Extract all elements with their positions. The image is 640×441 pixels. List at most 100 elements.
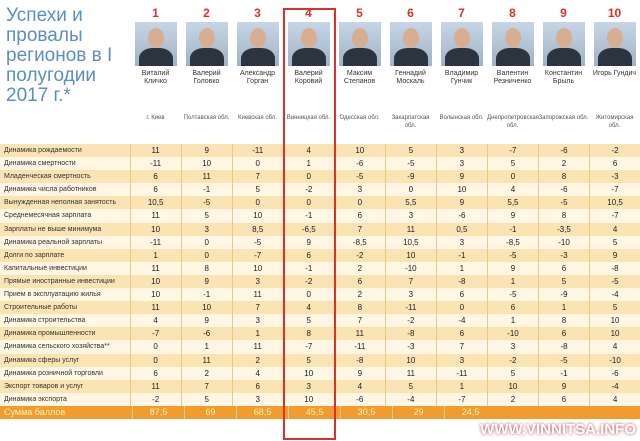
rank: 2 [203, 6, 210, 20]
cell: 10 [180, 301, 232, 315]
cell: -5 [384, 157, 436, 171]
photo [134, 22, 177, 66]
cell: 11 [384, 222, 436, 236]
cell: 5 [486, 366, 538, 380]
cell: 87,5 [132, 405, 184, 419]
cell: 11 [231, 340, 283, 354]
row-label: Прямые иностранные инвестиции [4, 277, 115, 285]
cell: 5 [537, 274, 589, 289]
cell: 10 [231, 261, 283, 275]
cell: 11 [180, 353, 232, 367]
cell: -6 [537, 144, 589, 158]
person-name: Валерий Коровий [294, 70, 323, 85]
row-label: Сумма баллов [4, 406, 66, 417]
cell: 3 [384, 288, 436, 302]
cell: 9 [333, 366, 385, 380]
region: Житомирская обл. [595, 115, 634, 129]
cell: 0 [180, 248, 232, 262]
row: Строительные работы 11 10 7 4 8 -11 0 6 1 5 [0, 301, 640, 315]
head: 7 Владимир Гунчик Волынская обл. [436, 6, 487, 144]
cell: -7 [486, 144, 538, 158]
cell: 9 [180, 144, 232, 158]
row: Динамика промышленности -7 -6 1 8 11 -8 6 -10 6 10 [0, 327, 640, 341]
cell: 4 [589, 392, 640, 406]
row: Динамика реальной зарплаты -11 0 -5 9 -8,5 10,… [0, 235, 640, 249]
cell: -8,5 [486, 235, 538, 249]
row-label: Долги по зарплате [4, 251, 65, 259]
head: 8 Валентин Резниченко Днепропетровская обл… [487, 6, 539, 144]
row-label: Динамика розничной торговли [4, 369, 103, 377]
row-label: Капитальные инвестиции [4, 264, 87, 272]
region: Полтавская обл. [183, 115, 230, 121]
photo [491, 22, 534, 66]
heads: 1 Виталий Кличко г. Киев 2 Валерий Головко По… [130, 6, 640, 144]
cell: 7 [231, 170, 283, 184]
head: 9 Константин Брыль Запорожская обл. [538, 6, 589, 144]
cell: -11 [384, 301, 436, 315]
cell: 1 [435, 261, 487, 275]
cell: -8 [435, 274, 487, 289]
cell: -3 [537, 248, 589, 262]
person-name: Владимир Гунчик [444, 70, 479, 85]
cell: -9 [537, 288, 589, 302]
person-name: Максим Степанов [343, 70, 376, 85]
cell: 9 [537, 379, 589, 393]
cell: 5 [384, 144, 436, 158]
row: Динамика строительства 4 9 3 5 7 -2 -4 1 8 10 [0, 314, 640, 328]
person-name: Валентин Резниченко [493, 70, 532, 85]
cell: -4 [589, 379, 640, 393]
cell: 6 [333, 274, 385, 289]
rank: 4 [305, 6, 312, 20]
row: Капитальные инвестиции 11 8 10 -1 2 -10 1 9 6 -8 [0, 261, 640, 275]
row-label: Вынужденная неполная занятость [4, 199, 117, 207]
row-label: Динамика реальной зарплаты [4, 238, 103, 246]
row: Динамика сельского хозяйства** 0 1 11 -7 -11-… [0, 340, 640, 354]
cell: -4 [384, 392, 436, 406]
cell: -9 [384, 170, 436, 184]
cell: 5 [231, 183, 283, 197]
head: 4 Валерий Коровий Винницкая обл. [283, 6, 334, 144]
row-label: Динамика числа работников [4, 186, 97, 194]
cell: 3 [231, 274, 283, 289]
cell: -5 [537, 196, 589, 210]
cell: 3 [180, 222, 232, 236]
cell: 3 [231, 314, 283, 328]
rank: 7 [458, 6, 465, 20]
photo [338, 22, 381, 66]
row: Среднемесячная зарплата 11 5 10 -1 6 3 -6 9 8 -7 [0, 209, 640, 223]
cell: -2 [384, 314, 436, 328]
person-name: Константин Брыль [544, 70, 583, 85]
cell: 7 [333, 314, 385, 328]
cell: 24,5 [444, 405, 496, 419]
cell: -7 [435, 392, 487, 406]
cell: -2 [486, 353, 538, 367]
cell: 10 [333, 144, 385, 158]
photo [287, 22, 330, 66]
row: Зарплаты не выше минимума 10 3 8,5 -6,5 7 11 0,… [0, 222, 640, 236]
cell: 8 [537, 170, 589, 184]
cell: -8 [333, 353, 385, 367]
cell: 2 [537, 157, 589, 171]
cell: 45,5 [288, 405, 340, 419]
photo [185, 22, 228, 66]
row-label: Динамика рождаемости [4, 147, 82, 154]
cell: 9 [486, 209, 538, 223]
head: 6 Геннадий Москаль Закарпатская обл. [385, 6, 436, 144]
head: 2 Валерий Головко Полтавская обл. [181, 6, 232, 144]
cell: -5 [333, 170, 385, 184]
cell: 11 [384, 366, 436, 380]
row: Долги по зарплате 1 0 -7 6 -2 10 -1 -5 -3 9 [0, 248, 640, 262]
head: 5 Максим Степанов Одесская обл. [334, 6, 385, 144]
cell: 1 [537, 301, 589, 315]
region: Днепропетровская обл. [487, 115, 539, 129]
cell: -10 [384, 261, 436, 275]
cell: -5 [231, 235, 283, 249]
cell: -6 [589, 366, 640, 380]
cell: 7 [333, 222, 385, 236]
person-name: Валерий Головко [192, 70, 221, 85]
rank: 1 [152, 6, 159, 20]
cell: 6 [129, 170, 181, 184]
cell: -5 [589, 274, 640, 289]
row: Динамика экспорта -2 5 3 10 -6 -4 -7 2 6 4 [0, 392, 640, 406]
cell: 6 [537, 261, 589, 275]
